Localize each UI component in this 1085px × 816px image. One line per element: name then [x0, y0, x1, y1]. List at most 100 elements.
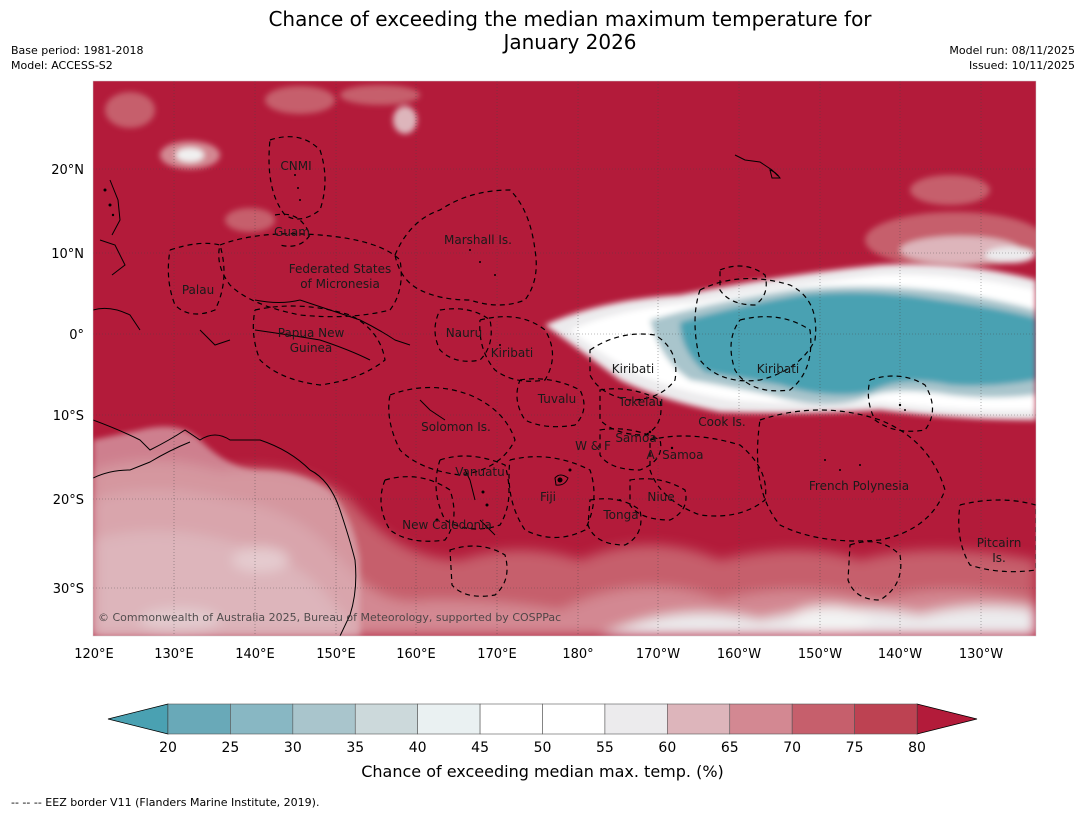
lon-axis: 120°E 130°E 140°E 150°E 160°E 170°E 180°…: [74, 647, 1003, 662]
colorbar-label: Chance of exceeding median max. temp. (%…: [361, 762, 724, 781]
colorbar-under-arrow: [107, 703, 169, 735]
colorbar-ticks: 20 25 30 35 40 45 50 55 60 65 70 75 80: [159, 740, 926, 756]
region-labels: CNMI Guam Marshall Is. Federated States …: [182, 159, 1021, 565]
cool-anomaly-region: [545, 264, 1036, 420]
colorbar-over-arrow: [916, 703, 978, 735]
model-name: Model: ACCESS-S2: [11, 59, 113, 72]
base-period: Base period: 1981-2018: [11, 44, 144, 57]
label-nauru: Nauru: [446, 326, 482, 340]
label-pitcairn-1: Pitcairn: [977, 536, 1022, 550]
label-tuvalu: Tuvalu: [537, 392, 577, 406]
lon-label: 140°E: [235, 647, 275, 662]
lat-axis: 20°N 10°N 0° 10°S 20°S 30°S: [51, 163, 84, 597]
label-kiribati-east: Kiribati: [757, 362, 799, 376]
lat-label: 20°N: [51, 163, 84, 178]
lon-label: 130°W: [959, 647, 1003, 662]
label-vanuatu: Vanuatu: [455, 465, 505, 479]
label-cook: Cook Is.: [698, 415, 745, 429]
label-niue: Niue: [647, 490, 674, 504]
colorbar: 20 25 30 35 40 45 50 55 60 65 70 75 80: [107, 703, 978, 756]
coastlines: [93, 154, 781, 636]
eez-borders: [167, 136, 1036, 601]
title-line-2: January 2026: [503, 30, 637, 54]
colorbar-tick-label: 35: [346, 740, 364, 756]
label-guam: Guam: [274, 225, 310, 239]
label-kiribati-west: Kiribati: [491, 346, 533, 360]
label-wf: W & F: [575, 439, 611, 453]
colorbar-segment: [230, 703, 294, 735]
lat-label: 10°N: [51, 247, 84, 262]
lon-label: 160°E: [396, 647, 436, 662]
label-samoa: Samoa: [615, 431, 656, 445]
label-fiji: Fiji: [540, 490, 556, 504]
island-dots: [103, 174, 906, 522]
meta-right: Model run: 08/11/2025 Issued: 10/11/2025: [949, 43, 1075, 73]
lon-label: 160°W: [717, 647, 761, 662]
colorbar-tick-label: 65: [721, 740, 739, 756]
colorbar-segment: [604, 703, 668, 735]
colorbar-segment: [292, 703, 356, 735]
label-marshall: Marshall Is.: [444, 233, 512, 247]
colorbar-tick-label: 55: [596, 740, 614, 756]
label-fsm-2: of Micronesia: [300, 277, 380, 291]
label-tokelau: Tokelau: [618, 395, 664, 409]
label-cnmi: CNMI: [280, 159, 311, 173]
label-new-caledonia: New Caledonia: [402, 518, 492, 532]
label-french-polynesia: French Polynesia: [809, 479, 909, 493]
lat-label: 20°S: [53, 493, 84, 508]
colorbar-tick-label: 25: [222, 740, 240, 756]
copyright-text: © Commonwealth of Australia 2025, Bureau…: [98, 611, 561, 624]
title-line-1: Chance of exceeding the median maximum t…: [268, 7, 872, 31]
lon-label: 140°W: [878, 647, 922, 662]
colorbar-tick-label: 70: [783, 740, 801, 756]
label-kiribati-central: Kiribati: [612, 362, 654, 376]
colorbar-tick-label: 50: [534, 740, 552, 756]
lon-label: 170°E: [477, 647, 517, 662]
label-png-2: Guinea: [290, 341, 333, 355]
colorbar-segment: [542, 703, 606, 735]
map-area[interactable]: CNMI Guam Marshall Is. Federated States …: [93, 81, 1045, 636]
colorbar-segments: [167, 703, 918, 735]
colorbar-segment: [479, 703, 543, 735]
issued-date: Issued: 10/11/2025: [968, 59, 1075, 72]
colorbar-segment: [167, 703, 231, 735]
label-pitcairn-2: Is.: [992, 551, 1006, 565]
lat-label: 30°S: [53, 582, 84, 597]
label-am-samoa: A. Samoa: [647, 448, 704, 462]
lon-label: 170°W: [636, 647, 680, 662]
colorbar-segment: [791, 703, 855, 735]
colorbar-tick-label: 75: [846, 740, 864, 756]
colorbar-segment: [667, 703, 731, 735]
lon-label: 150°E: [316, 647, 356, 662]
label-tonga: Tonga: [602, 508, 638, 522]
graticule: [93, 81, 1036, 636]
colorbar-tick-label: 20: [159, 740, 177, 756]
australia-pale: [93, 426, 360, 636]
lon-label: 120°E: [74, 647, 114, 662]
lat-label: 10°S: [53, 409, 84, 424]
colorbar-segment: [354, 703, 418, 735]
colorbar-segment: [854, 703, 918, 735]
colorbar-tick-label: 30: [284, 740, 302, 756]
colorbar-segment: [729, 703, 793, 735]
colorbar-segment: [417, 703, 481, 735]
colorbar-tick-label: 60: [658, 740, 676, 756]
label-fsm-1: Federated States: [289, 262, 391, 276]
map-frame: [92, 80, 1037, 637]
colorbar-tick-label: 40: [409, 740, 427, 756]
label-solomon: Solomon Is.: [421, 420, 491, 434]
label-palau: Palau: [182, 283, 214, 297]
label-png-1: Papua New: [278, 326, 345, 340]
eez-footnote: -- -- -- EEZ border V11 (Flanders Marine…: [11, 796, 320, 809]
colorbar-tick-label: 45: [471, 740, 489, 756]
lat-label: 0°: [69, 328, 84, 343]
colorbar-tick-label: 80: [908, 740, 926, 756]
lon-label: 180°: [562, 647, 593, 662]
lon-label: 130°E: [154, 647, 194, 662]
meta-left: Base period: 1981-2018 Model: ACCESS-S2: [11, 43, 143, 73]
pale-patches: [105, 85, 1036, 268]
page-title: Chance of exceeding the median maximum t…: [0, 8, 1085, 54]
lon-label: 150°W: [798, 647, 842, 662]
model-run: Model run: 08/11/2025: [949, 44, 1075, 57]
